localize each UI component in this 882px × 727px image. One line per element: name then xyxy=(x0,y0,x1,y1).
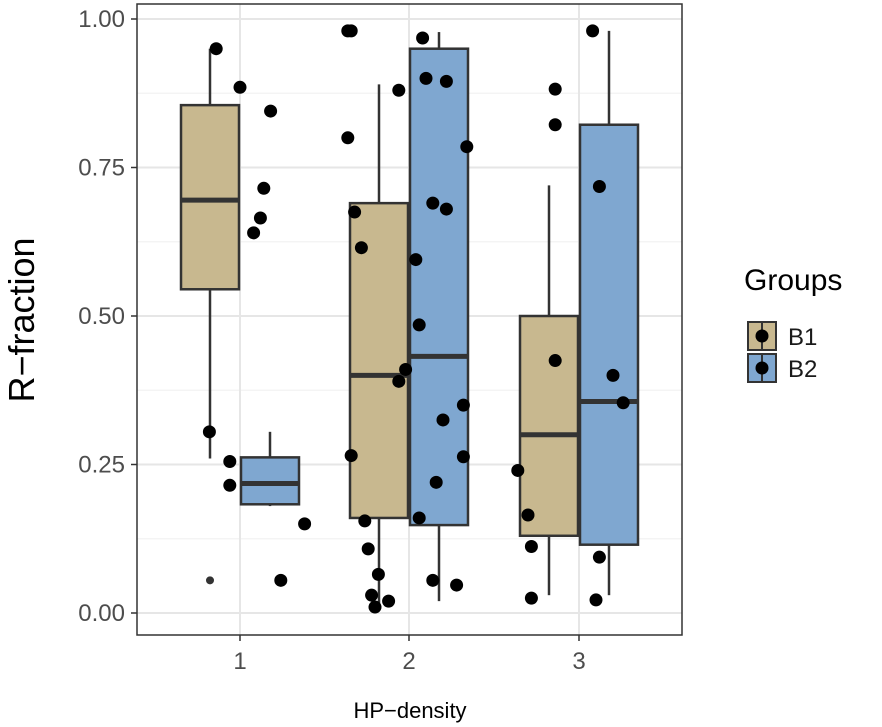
box-b2-2 xyxy=(408,32,470,602)
data-point-b1 xyxy=(392,374,406,388)
data-point-b1 xyxy=(412,511,426,525)
data-point-b1 xyxy=(409,253,423,267)
box-iqr xyxy=(239,456,301,506)
data-point-b1 xyxy=(247,226,261,240)
data-point-b1 xyxy=(426,573,440,587)
x-tick-label: 2 xyxy=(402,648,415,675)
data-point-b2 xyxy=(456,450,470,464)
x-tick-label: 1 xyxy=(233,648,246,675)
data-point-b1 xyxy=(429,475,443,489)
y-tick-label: 1.00 xyxy=(78,6,125,33)
box-b1-3 xyxy=(518,185,580,596)
data-point-b1 xyxy=(264,104,278,118)
data-point-b2 xyxy=(586,24,600,38)
legend-label: B2 xyxy=(788,356,817,383)
data-point-b1 xyxy=(392,83,406,97)
box-b2-1 xyxy=(239,431,301,507)
legend-item-b1: B1 xyxy=(747,321,817,351)
box-b2-3 xyxy=(578,30,640,596)
points-layer xyxy=(202,24,630,614)
box-iqr xyxy=(518,314,580,538)
data-point-b1 xyxy=(368,600,382,614)
legend-title: Groups xyxy=(744,264,842,297)
data-point-b1 xyxy=(253,211,267,225)
y-tick-label: 0.00 xyxy=(78,600,125,627)
data-point-b1 xyxy=(382,594,396,608)
data-point-b1 xyxy=(257,181,271,195)
x-axis-title: HP−density xyxy=(353,698,466,723)
data-point-b1 xyxy=(233,80,247,94)
data-point-b1 xyxy=(371,567,385,581)
data-point-b2 xyxy=(524,591,538,605)
data-point-b2 xyxy=(592,550,606,564)
data-point-b1 xyxy=(399,362,413,376)
data-point-b2 xyxy=(511,463,525,477)
data-point-b1 xyxy=(365,588,379,602)
box-b1-1 xyxy=(179,48,241,585)
data-point-b1 xyxy=(344,24,358,38)
y-tick-label: 0.50 xyxy=(78,303,125,330)
data-point-b1 xyxy=(361,542,375,556)
legend-key-point xyxy=(755,329,769,343)
data-point-b2 xyxy=(548,354,562,368)
data-point-b2 xyxy=(548,82,562,96)
data-point-b2 xyxy=(460,140,474,154)
data-point-b1 xyxy=(341,131,355,145)
data-point-b2 xyxy=(439,74,453,88)
data-point-b2 xyxy=(606,368,620,382)
y-axis-title: R−fraction xyxy=(1,237,42,402)
data-point-b2 xyxy=(416,31,430,45)
data-point-b2 xyxy=(450,578,464,592)
plot-panel xyxy=(136,3,683,636)
box-iqr xyxy=(408,47,470,527)
data-point-b2 xyxy=(426,196,440,210)
data-point-b2 xyxy=(589,593,603,607)
data-point-b2 xyxy=(524,539,538,553)
y-tick-label: 0.25 xyxy=(78,452,125,479)
y-axis: 0.00 0.25 0.50 0.75 1.00 xyxy=(78,6,137,627)
data-point-b1 xyxy=(412,318,426,332)
outlier-point xyxy=(206,576,214,585)
box-iqr xyxy=(578,123,640,546)
data-point-b1 xyxy=(354,241,368,255)
box-iqr xyxy=(348,201,410,520)
y-tick-label: 0.75 xyxy=(78,155,125,182)
box-iqr xyxy=(179,103,241,291)
data-point-b1 xyxy=(344,449,358,463)
data-point-b2 xyxy=(439,202,453,216)
x-axis: 1 2 3 xyxy=(233,635,586,675)
legend-label: B1 xyxy=(788,324,817,351)
boxes-layer xyxy=(179,30,640,608)
legend-item-b2: B2 xyxy=(747,353,817,383)
data-point-b2 xyxy=(298,517,312,531)
data-point-b1 xyxy=(358,514,372,528)
data-point-b2 xyxy=(548,118,562,132)
data-point-b2 xyxy=(456,398,470,412)
data-point-b1 xyxy=(348,205,362,219)
data-point-b2 xyxy=(419,71,433,85)
data-point-b1 xyxy=(209,42,223,56)
legend-key-point xyxy=(755,361,769,375)
data-point-b1 xyxy=(223,455,237,469)
data-point-b2 xyxy=(521,508,535,522)
box-b1-2 xyxy=(348,84,410,608)
data-point-b2 xyxy=(436,413,450,427)
data-point-b2 xyxy=(616,396,630,410)
data-point-b1 xyxy=(202,425,216,439)
data-point-b1 xyxy=(223,478,237,492)
data-point-b2 xyxy=(274,573,288,587)
data-point-b2 xyxy=(592,180,606,194)
x-tick-label: 3 xyxy=(572,648,585,675)
